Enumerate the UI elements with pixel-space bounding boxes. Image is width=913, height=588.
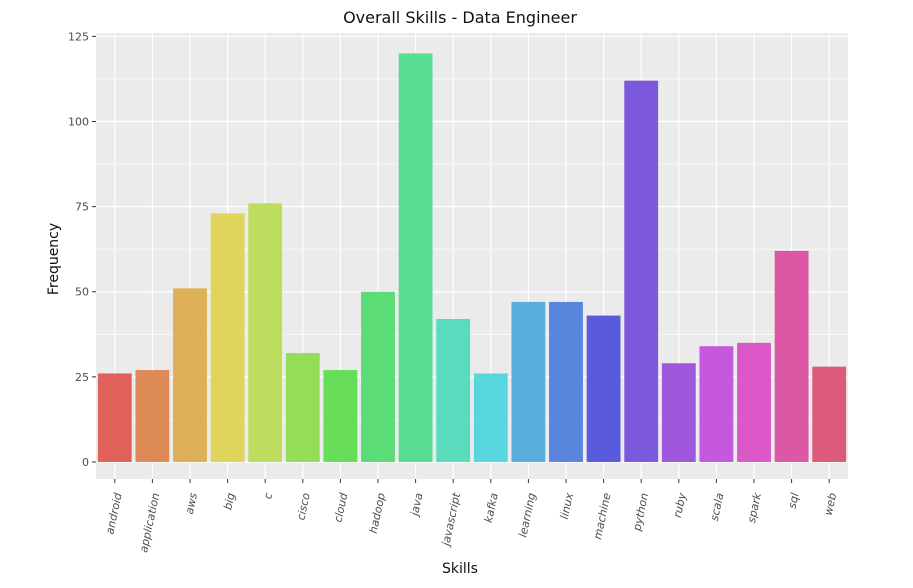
y-tick-label: 100 [68, 116, 89, 129]
x-tick-label: ruby [671, 491, 689, 519]
x-tick-label: javascript [439, 491, 463, 549]
x-tick-label: python [630, 492, 651, 533]
bar-ruby [661, 363, 696, 462]
x-tick-label: kafka [482, 491, 501, 523]
y-tick-label: 50 [75, 286, 89, 299]
x-axis-label: Skills [442, 561, 478, 577]
bar-hadoop [361, 291, 395, 462]
plot-panel [96, 33, 848, 479]
bar-linux [549, 301, 583, 462]
bar-javascript [436, 318, 471, 462]
chart-title: Overall Skills - Data Engineer [343, 8, 577, 27]
x-axis-ticks: android application aws big c cisco cloud hadoo… [103, 479, 839, 554]
x-tick-label: web [822, 492, 839, 517]
x-tick-label: c [261, 492, 275, 501]
x-tick-label: android [103, 491, 125, 536]
bar-sql [774, 250, 809, 462]
bar-learning [511, 301, 546, 462]
x-tick-label: sql [786, 492, 802, 510]
bar-c [248, 203, 283, 462]
bar-cisco [285, 353, 320, 462]
x-tick-label: spark [745, 491, 764, 524]
x-tick-label: scala [708, 491, 727, 522]
bar-aws [173, 288, 207, 462]
bar-machine [586, 315, 621, 462]
bar-python [624, 80, 659, 462]
x-tick-label: machine [591, 491, 614, 540]
bar-android [97, 373, 132, 462]
x-tick-label: java [408, 491, 426, 518]
y-tick-label: 0 [82, 456, 89, 469]
bar-kafka [473, 373, 508, 462]
x-tick-label: linux [558, 491, 576, 520]
bar-java [398, 53, 433, 462]
bars [97, 53, 847, 462]
x-tick-label: cloud [332, 491, 351, 524]
x-tick-label: application [137, 492, 162, 554]
y-tick-label: 25 [75, 371, 89, 384]
x-tick-label: big [221, 492, 237, 511]
bar-cloud [323, 370, 358, 462]
x-tick-label: cisco [294, 491, 313, 521]
bar-spark [737, 342, 771, 462]
x-tick-label: learning [516, 492, 538, 539]
bar-scala [699, 346, 734, 462]
y-tick-label: 75 [75, 201, 89, 214]
bar-web [812, 366, 847, 462]
y-axis-label: Frequency [46, 223, 62, 295]
bar-application [135, 370, 170, 462]
x-tick-label: hadoop [367, 492, 388, 535]
bar-big [210, 213, 245, 462]
y-axis-ticks: 0 25 50 75 100 125 [68, 30, 96, 469]
x-tick-label: aws [183, 491, 200, 515]
y-tick-label: 125 [68, 30, 89, 43]
